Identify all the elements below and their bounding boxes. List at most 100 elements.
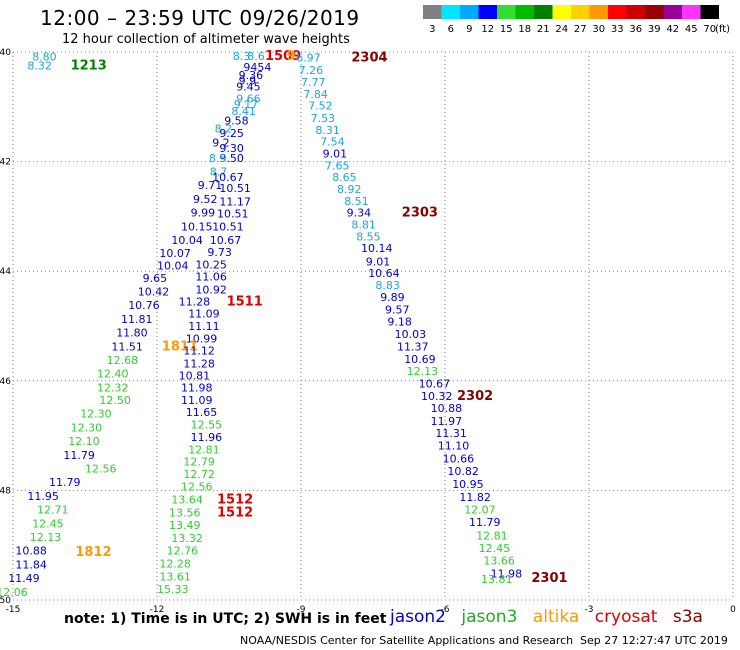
data-label: 12.55 [191,419,223,432]
colorbar-tick-label: 33 [611,24,624,35]
x-tick-label: -15 [6,605,21,615]
data-label: 13.61 [159,570,191,583]
data-label: 12.13 [30,531,62,544]
colorbar-swatch [589,5,608,19]
y-tick-label: -50 [0,596,11,606]
data-label: 12.30 [71,421,103,434]
data-label: 11.17 [219,196,251,209]
data-label: 1512 [217,493,253,508]
data-label: 9.25 [219,127,244,140]
data-label: 10.81 [179,369,211,382]
data-label: 1512 [217,505,253,520]
data-label: 10.32 [421,390,453,403]
colorbar-tick-label: 45 [685,24,698,35]
data-label: 6.97 [296,51,321,64]
data-label: 12.68 [107,354,139,367]
colorbar-swatch [460,5,479,19]
data-label: 9.45 [236,81,261,94]
y-tick-label: -48 [0,486,11,496]
colorbar-swatch [534,5,553,19]
data-label: 9.36 [239,69,264,82]
data-label: 12.45 [32,517,64,530]
data-label: 13.64 [171,494,203,507]
data-label: 12.50 [99,394,130,407]
colorbar-swatch [700,5,719,19]
data-label: 7.26 [299,64,324,77]
data-label: 2303 [402,206,438,221]
data-label: 1811 [162,339,198,354]
data-label: 12.56 [181,481,213,494]
y-tick-label: -44 [0,267,11,277]
data-label: 12.32 [97,381,129,394]
data-label: 10.14 [361,242,393,255]
colorbar-tick-label: 24 [555,24,568,35]
data-label: 10.04 [171,234,203,247]
data-label: 8.2 [215,123,233,136]
data-label: 12.40 [97,368,129,381]
data-label: 9.89 [380,291,405,304]
data-label: 9.71 [198,179,223,192]
data-label: 9.2 [212,136,230,149]
data-label: 10.76 [128,299,160,312]
page-title: 12:00 – 23:59 UTC 09/26/2019 [40,6,360,30]
data-label: 11.28 [183,357,215,370]
data-label: 7.54 [320,135,345,148]
page-subtitle: 12 hour collection of altimeter wave hei… [62,32,350,47]
y-tick-label: -40 [0,48,11,58]
data-label: 2302 [457,389,493,404]
colorbar-tick-label: 36 [629,24,642,35]
colorbar-tick-label: 70 [703,24,716,35]
data-label: 11.96 [191,431,223,444]
data-label: 10.03 [395,328,427,341]
data-label: 1511 [227,294,263,309]
colorbar-legend: 3 6 9 12 15 18 21 24 27 30 33 36 39 42 45 70 (ft) [423,5,735,41]
data-label: 12.81 [476,529,508,542]
data-label: 9.18 [387,316,412,329]
data-label: 12.45 [479,542,511,555]
colorbar-tick-label: 42 [666,24,679,35]
data-label: 9.57 [385,304,410,317]
data-label: 8.32 [27,60,52,73]
data-label: 13.32 [171,532,203,545]
data-label: 11.51 [111,340,142,353]
data-label: 13.66 [483,555,515,568]
sat-jason3: jason3 [461,607,518,627]
colorbar-swatch [663,5,682,19]
y-tick-label: -46 [0,377,11,387]
data-label: 11.98 [181,381,213,394]
data-label: 12.06 [0,586,28,599]
data-label: 2301 [531,571,567,586]
data-label: 9.01 [366,255,391,268]
data-label: 11.09 [181,394,213,407]
data-label: 9.65 [143,272,168,285]
data-label: 10.42 [138,285,170,298]
data-label: 7.53 [311,112,336,125]
x-tick-label: -12 [150,605,165,615]
colorbar-swatch [571,5,590,19]
data-label: 8.7 [210,165,228,178]
data-label: 8.3 [233,50,251,63]
y-tick-label: -42 [0,158,11,168]
colorbar-swatch [645,5,664,19]
data-label: 1509 [265,49,301,64]
data-label: 11.49 [8,572,40,585]
data-label: 10.99 [186,333,218,346]
data-label: 11.11 [188,320,220,333]
data-label: 11.79 [63,449,95,462]
data-label: 10.25 [195,259,227,272]
colorbar-tick-label: 30 [592,24,605,35]
data-label: 11.81 [121,313,153,326]
data-label: 12.07 [464,504,496,517]
x-tick-label: 0 [730,605,736,615]
data-label: 11.06 [195,271,227,284]
data-label: 8.55 [356,231,381,244]
data-label: 8.80 [32,50,57,63]
data-label: 10.64 [368,267,400,280]
generated-timestamp: Sep 27 12:27:47 UTC 2019 [580,634,728,647]
data-label: 9.99 [191,207,216,220]
colorbar-swatch [515,5,534,19]
data-label: 10.82 [447,465,479,478]
colorbar-swatch [423,5,442,19]
data-label: 8.65 [332,171,357,184]
data-label: 8.31 [315,124,340,137]
